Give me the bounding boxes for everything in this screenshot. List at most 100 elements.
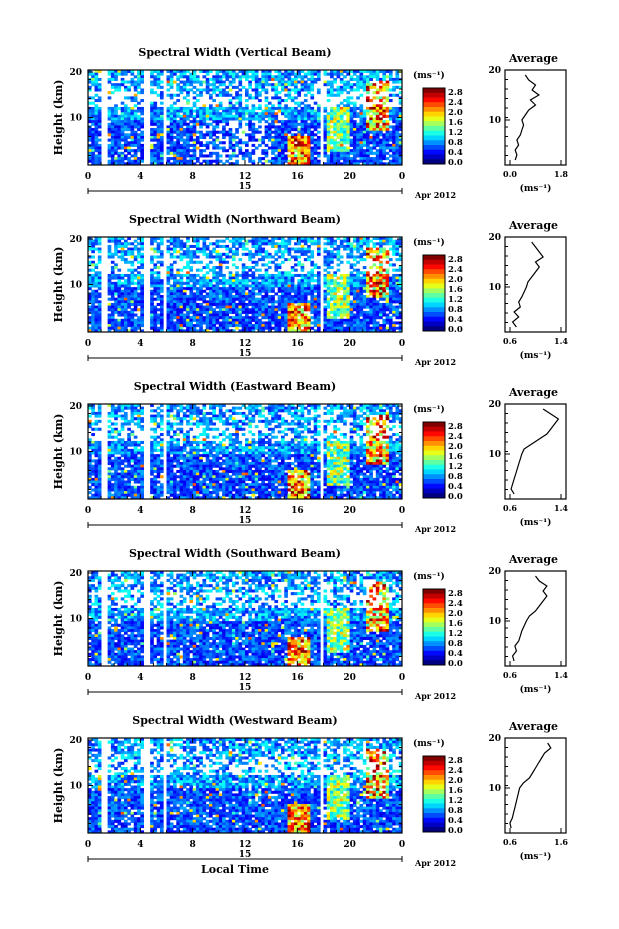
heatmap-cell — [189, 273, 194, 277]
heatmap-cell — [156, 135, 161, 140]
heatmap-cell — [359, 329, 364, 333]
heatmap-cell — [271, 143, 275, 147]
heatmap-cell — [117, 273, 122, 277]
heatmap-cell — [241, 287, 246, 291]
heatmap-cell — [310, 276, 315, 280]
heatmap-cell — [215, 106, 220, 110]
heatmap-cell — [258, 159, 262, 163]
heatmap-cell — [366, 300, 370, 304]
heatmap-cell — [218, 310, 223, 314]
heatmap-cell — [310, 88, 315, 92]
heatmap-cell — [186, 239, 190, 243]
heatmap-cell — [303, 80, 308, 84]
heatmap-cell — [192, 239, 197, 243]
heatmap-cell — [91, 122, 95, 126]
heatmap-cell — [133, 159, 138, 163]
heatmap-cell — [195, 159, 200, 163]
heatmap-cell — [222, 258, 226, 262]
heatmap-cell — [166, 308, 171, 312]
heatmap-cell — [372, 83, 377, 87]
heatmap-cell — [88, 305, 92, 309]
heatmap-cell — [254, 244, 259, 248]
heatmap-cell — [307, 250, 311, 254]
heatmap-cell — [343, 85, 347, 89]
heatmap-cell — [303, 292, 308, 296]
heatmap-cell — [156, 287, 161, 291]
heatmap-cell — [264, 88, 269, 92]
heatmap-cell — [186, 284, 190, 288]
heatmap-cell — [339, 244, 344, 248]
heatmap-cell — [349, 125, 354, 129]
heatmap-cell — [271, 279, 275, 283]
heatmap-cell — [212, 88, 216, 92]
heatmap-cell — [352, 316, 357, 320]
heatmap-cell — [277, 297, 282, 301]
heatmap-cell — [182, 154, 187, 158]
heatmap-cell — [287, 125, 292, 129]
heatmap-cell — [284, 300, 288, 304]
heatmap-cell — [356, 281, 360, 285]
heatmap-cell — [264, 70, 269, 74]
heatmap-cell — [323, 162, 328, 166]
heatmap-cell — [274, 316, 279, 320]
heatmap-cell — [248, 239, 252, 243]
heatmap-cell — [294, 101, 298, 105]
heatmap-cell — [323, 125, 328, 129]
heatmap-cell — [339, 255, 344, 259]
heatmap-cell — [267, 109, 272, 113]
heatmap-cell — [271, 273, 275, 277]
heatmap-cell — [110, 273, 115, 277]
heatmap-cell — [215, 130, 220, 134]
heatmap-cell — [362, 135, 367, 140]
heatmap-cell — [261, 75, 266, 79]
heatmap-cell — [91, 324, 95, 328]
heatmap-cell — [385, 318, 390, 322]
heatmap-cell — [212, 318, 216, 322]
heatmap-cell — [303, 72, 308, 76]
heatmap-cell — [379, 96, 383, 100]
heatmap-cell — [88, 279, 92, 283]
heatmap-cell — [333, 289, 337, 293]
heatmap-cell — [284, 289, 288, 293]
heatmap-cell — [91, 305, 95, 309]
heatmap-cell — [307, 128, 311, 132]
heatmap-cell — [258, 281, 262, 285]
heatmap-cell — [362, 109, 367, 113]
heatmap-cell — [195, 260, 200, 264]
heatmap-cell — [235, 101, 239, 105]
heatmap-cell — [349, 141, 354, 145]
heatmap-cell — [297, 273, 301, 277]
heatmap-cell — [166, 302, 171, 307]
heatmap-cell — [189, 252, 194, 256]
heatmap-cell — [248, 250, 252, 254]
heatmap-cell — [88, 112, 92, 116]
heatmap-cell — [287, 91, 292, 95]
heatmap-cell — [117, 151, 122, 155]
heatmap-cell — [91, 128, 95, 132]
heatmap-cell — [182, 151, 187, 155]
heatmap-cell — [91, 329, 95, 333]
heatmap-cell — [326, 250, 331, 254]
heatmap-cell — [114, 77, 118, 81]
heatmap-cell — [205, 255, 210, 259]
heatmap-cell — [267, 297, 272, 301]
heatmap-cell — [186, 252, 190, 256]
heatmap-cell — [245, 271, 249, 275]
heatmap-cell — [94, 281, 99, 285]
heatmap-cell — [186, 133, 190, 137]
heatmap-cell — [137, 109, 141, 113]
heatmap-cell — [117, 130, 122, 134]
heatmap-cell — [114, 281, 118, 285]
heatmap-cell — [156, 247, 161, 251]
heatmap-cell — [91, 268, 95, 272]
heatmap-cell — [222, 329, 226, 333]
heatmap-cell — [271, 326, 275, 330]
heatmap-cell — [385, 96, 390, 100]
heatmap-cell — [284, 133, 288, 137]
heatmap-cell — [300, 83, 305, 87]
heatmap-cell — [346, 295, 351, 299]
heatmap-cell — [382, 128, 387, 132]
heatmap-cell — [88, 151, 92, 155]
heatmap-cell — [245, 70, 249, 74]
heatmap-cell — [189, 310, 194, 314]
